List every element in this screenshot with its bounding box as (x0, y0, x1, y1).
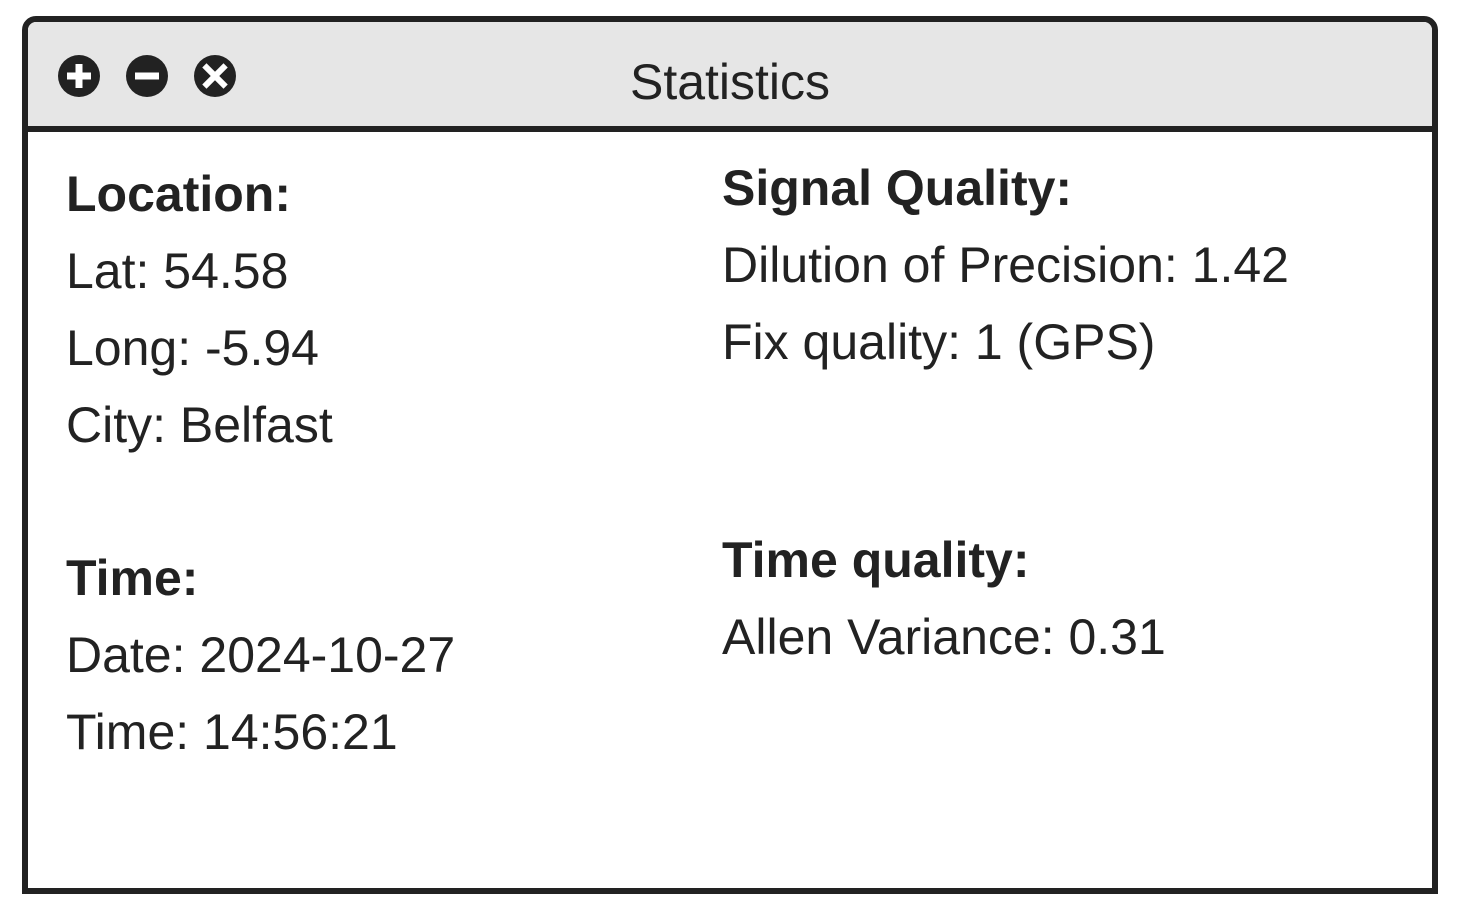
time-heading: Time: (66, 550, 199, 606)
minus-icon[interactable] (126, 55, 168, 97)
plus-icon[interactable] (58, 55, 100, 97)
title-bar[interactable]: Statistics (28, 22, 1432, 132)
time-section: Time: Date: 2024-10-27 Time: 14:56:21 (66, 548, 455, 762)
time-value: Time: 14:56:21 (66, 704, 398, 760)
window-controls (58, 55, 236, 97)
fix-quality-value: Fix quality: 1 (GPS) (722, 314, 1156, 370)
city-value: City: Belfast (66, 397, 333, 453)
longitude-value: Long: -5.94 (66, 320, 319, 376)
time-quality-section: Time quality: Allen Variance: 0.31 (722, 530, 1166, 667)
time-quality-heading: Time quality: (722, 532, 1030, 588)
statistics-window: Statistics Location: Lat: 54.58 Long: -5… (22, 16, 1438, 894)
latitude-value: Lat: 54.58 (66, 243, 289, 299)
location-heading: Location: (66, 166, 291, 222)
signal-quality-heading: Signal Quality: (722, 160, 1073, 216)
window-title: Statistics (629, 54, 831, 110)
dilution-of-precision-value: Dilution of Precision: 1.42 (722, 237, 1289, 293)
close-icon[interactable] (194, 55, 236, 97)
date-value: Date: 2024-10-27 (66, 627, 456, 683)
location-section: Location: Lat: 54.58 Long: -5.94 City: B… (66, 164, 333, 455)
signal-quality-section: Signal Quality: Dilution of Precision: 1… (722, 158, 1289, 372)
allen-variance-value: Allen Variance: 0.31 (722, 609, 1166, 665)
